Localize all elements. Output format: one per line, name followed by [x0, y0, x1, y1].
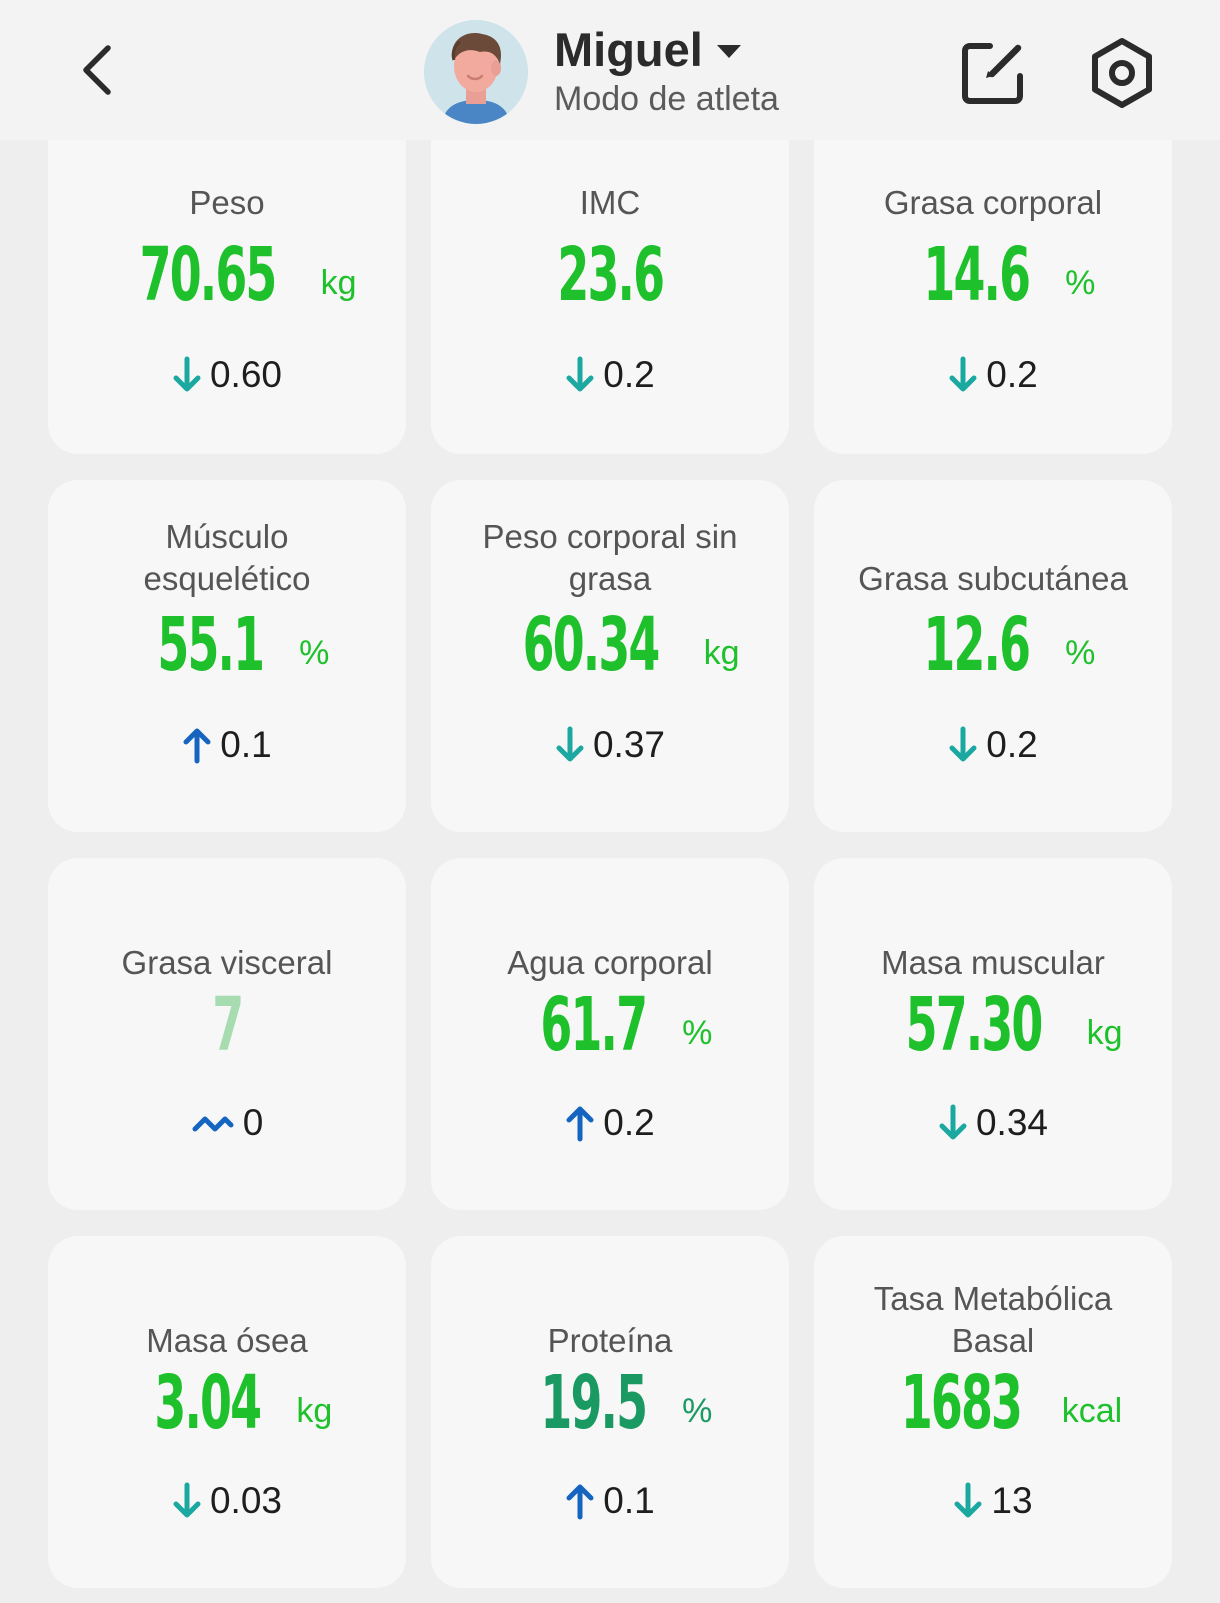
metric-label: Grasa corporal: [883, 184, 1103, 221]
arrow-up-icon: [565, 1103, 595, 1143]
metric-change: 0.03: [209, 1480, 282, 1521]
metric-value: 19.5: [539, 1360, 648, 1446]
metric-unit: kg: [1086, 1014, 1123, 1052]
profile-name: Miguel: [554, 23, 703, 76]
metric-label: Agua corporal: [507, 944, 713, 981]
metric-card-tasa-metabolica-basal[interactable]: Tasa Metabólica Basal 1683 kcal 13: [814, 1236, 1172, 1588]
metric-label: Grasa subcutánea: [858, 560, 1128, 597]
profile-name-selector[interactable]: Miguel: [554, 22, 741, 77]
metric-card-musculo-esqueletico[interactable]: Músculo esquelético 55.1% 0.1: [48, 480, 406, 832]
metric-card-grasa-visceral[interactable]: Grasa visceral 7 0: [48, 858, 406, 1210]
edit-button[interactable]: [958, 38, 1028, 108]
metric-unit: %: [1065, 264, 1096, 302]
metric-label: Peso corporal sin grasa: [482, 518, 738, 597]
metric-change: 0.34: [975, 1102, 1048, 1143]
metric-unit: kcal: [1061, 1392, 1123, 1430]
metric-card-masa-muscular[interactable]: Masa muscular 57.30 kg 0.34: [814, 858, 1172, 1210]
arrow-down-icon: [948, 725, 978, 765]
metric-change: 13: [991, 1480, 1033, 1521]
metric-change: 0.2: [603, 354, 655, 395]
metric-label: Grasa visceral: [121, 944, 333, 981]
caret-down-icon: [716, 45, 741, 58]
profile-mode: Modo de atleta: [554, 80, 779, 118]
chevron-left-icon: [72, 45, 122, 102]
metric-change: 0.1: [603, 1480, 655, 1521]
arrow-up-icon: [565, 1481, 595, 1521]
metric-unit: kg: [320, 264, 357, 302]
metric-value: 7: [211, 982, 244, 1068]
metric-card-grasa-subcutanea[interactable]: Grasa subcutánea 12.6% 0.2: [814, 480, 1172, 832]
metric-value: 23.6: [557, 232, 665, 318]
arrow-down-icon: [555, 725, 585, 765]
metric-value: 60.34: [522, 602, 660, 688]
arrow-up-icon: [182, 725, 212, 765]
metric-card-agua-corporal[interactable]: Agua corporal 61.7% 0.2: [431, 858, 789, 1210]
back-button[interactable]: [72, 42, 122, 98]
trend-flat-icon: [191, 1103, 235, 1143]
edit-icon: [958, 43, 1028, 112]
metric-label: Músculo esquelético: [143, 518, 311, 597]
metric-label: Peso: [189, 184, 265, 221]
settings-button[interactable]: [1088, 36, 1156, 110]
metric-change: 0.2: [986, 724, 1038, 765]
arrow-down-icon: [938, 1103, 968, 1143]
metric-value: 55.1: [156, 602, 265, 688]
metric-change: 0.2: [603, 1102, 655, 1143]
metric-card-imc[interactable]: IMC 23.6 0.2: [431, 110, 789, 454]
metric-value: 3.04: [154, 1360, 262, 1446]
arrow-down-icon: [948, 355, 978, 395]
metric-card-masa-osea[interactable]: Masa ósea 3.04 kg 0.03: [48, 1236, 406, 1588]
arrow-down-icon: [953, 1481, 983, 1521]
metric-unit: %: [682, 1014, 713, 1052]
metric-change: 0.2: [986, 354, 1038, 395]
metric-value: 61.7: [539, 982, 648, 1068]
metric-value: 14.6: [922, 232, 1031, 318]
top-bar: Miguel Modo de atleta: [0, 0, 1220, 140]
arrow-down-icon: [172, 1481, 202, 1521]
metric-change: 0: [242, 1102, 264, 1143]
metric-value: 57.30: [905, 982, 1043, 1068]
metric-value: 12.6: [922, 602, 1031, 688]
metric-unit: kg: [703, 634, 740, 672]
metric-unit: kg: [296, 1392, 333, 1430]
metric-unit: %: [299, 634, 330, 672]
metric-card-proteina[interactable]: Proteína 19.5% 0.1: [431, 1236, 789, 1588]
metric-value: 70.65: [139, 232, 277, 318]
metric-value: 1683: [900, 1360, 1023, 1446]
metric-label: Masa muscular: [881, 944, 1105, 981]
metric-change: 0.60: [209, 354, 282, 395]
avatar[interactable]: [424, 20, 528, 124]
gear-icon: [1088, 38, 1156, 114]
metric-label: IMC: [579, 184, 641, 221]
metric-unit: %: [1065, 634, 1096, 672]
metric-unit: %: [682, 1392, 713, 1430]
metric-card-grasa-corporal[interactable]: Grasa corporal 14.6% 0.2: [814, 110, 1172, 454]
metric-label: Tasa Metabólica Basal: [873, 1280, 1113, 1359]
arrow-down-icon: [172, 355, 202, 395]
arrow-down-icon: [565, 355, 595, 395]
metric-card-peso[interactable]: Peso 70.65 kg 0.60: [48, 110, 406, 454]
metric-label: Masa ósea: [146, 1322, 308, 1359]
metric-change: 0.37: [592, 724, 665, 765]
metric-card-peso-sin-grasa[interactable]: Peso corporal sin grasa 60.34 kg 0.37: [431, 480, 789, 832]
metric-change: 0.1: [220, 724, 272, 765]
metric-label: Proteína: [547, 1322, 673, 1359]
